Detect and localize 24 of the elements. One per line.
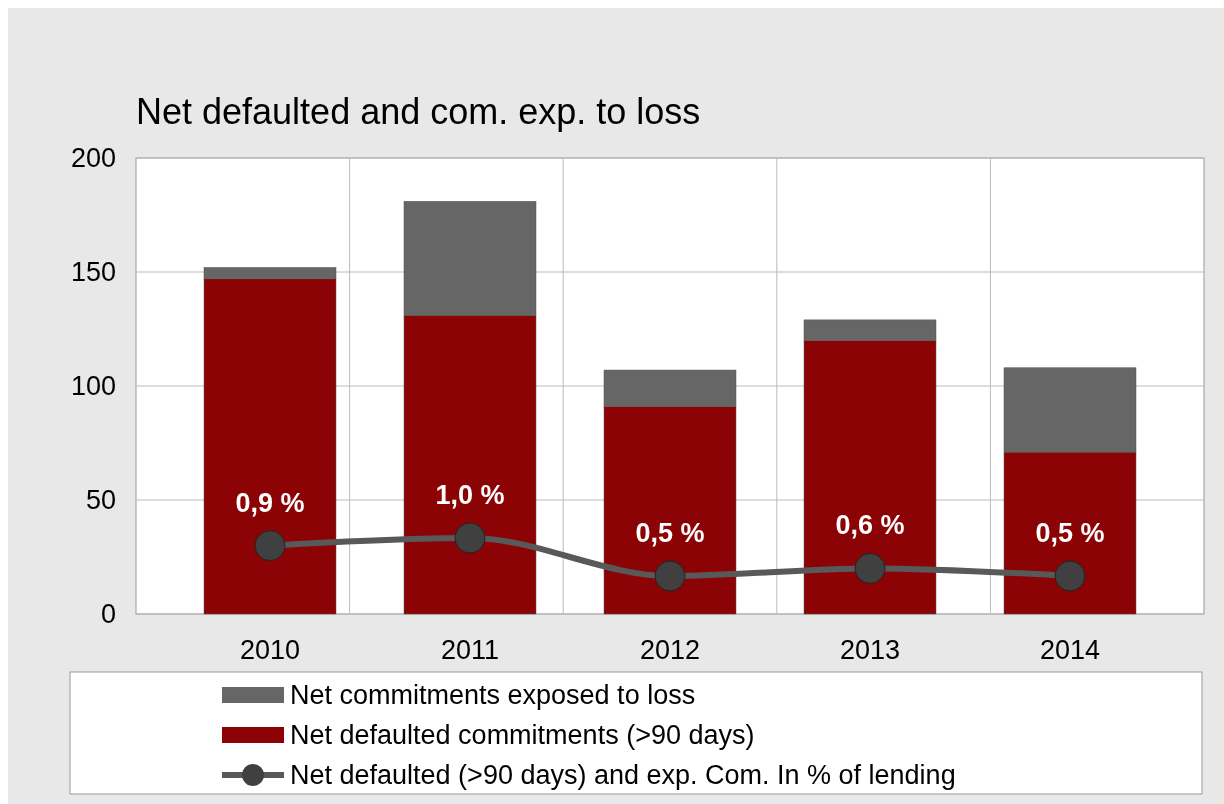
x-tick-label: 2012 [639, 635, 701, 665]
point [854, 552, 886, 584]
data-label: 0,5 % [635, 518, 705, 548]
point [254, 530, 286, 562]
legend-label: Net defaulted commitments (>90 days) [290, 720, 755, 751]
x-tick-label: 2013 [839, 635, 901, 665]
data-label: 0,6 % [835, 510, 905, 541]
y-tick-label: 100 [70, 371, 116, 402]
point [454, 522, 486, 554]
legend-label: Net defaulted (>90 days) and exp. Com. In % of lending [290, 760, 956, 791]
point [1054, 560, 1086, 592]
data-label: 0,9 % [235, 487, 305, 518]
data-label: 0,5 % [1035, 518, 1105, 548]
y-tick-label: 50 [85, 485, 116, 516]
x-tick-label: 2010 [239, 635, 301, 665]
chart-title: Net defaulted and com. exp. to loss [136, 91, 701, 132]
x-tick-label: 2014 [1039, 635, 1101, 665]
y-tick-label: 200 [70, 143, 116, 174]
data-label: 1,0 % [435, 480, 505, 510]
y-tick-label: 150 [70, 257, 116, 288]
point [654, 560, 686, 592]
x-tick-label: 2011 [440, 635, 500, 665]
y-tick-label: 0 [100, 599, 116, 630]
legend-label: Net commitments exposed to loss [290, 680, 696, 711]
